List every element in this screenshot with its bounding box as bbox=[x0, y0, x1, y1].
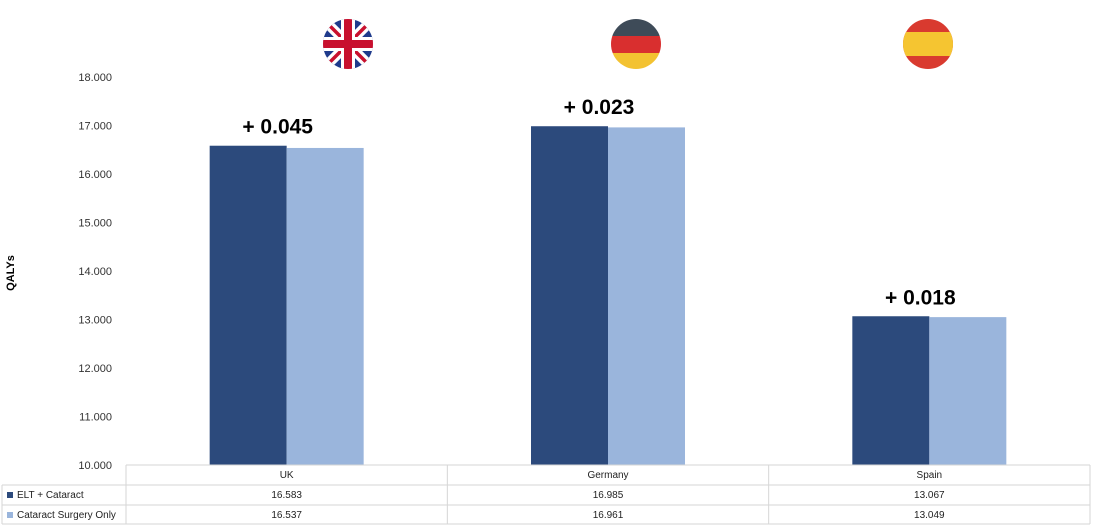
bar-spain-series-1 bbox=[929, 317, 1007, 465]
bars bbox=[209, 126, 1007, 466]
legend-swatch bbox=[7, 512, 13, 518]
y-tick-label: 10.000 bbox=[78, 460, 112, 472]
y-tick-label: 13.000 bbox=[78, 315, 112, 327]
y-tick-label: 11.000 bbox=[79, 412, 112, 424]
x-category-label: UK bbox=[280, 470, 294, 481]
table-value: 13.049 bbox=[914, 510, 945, 521]
table-value: 16.985 bbox=[593, 490, 624, 501]
bar-germany-series-1 bbox=[608, 127, 685, 465]
data-table-grid bbox=[1, 464, 1091, 525]
x-category-label: Spain bbox=[917, 470, 943, 481]
legend-label: ELT + Cataract bbox=[17, 490, 84, 501]
uk-flag-icon bbox=[323, 19, 373, 69]
y-axis-label: QALYs bbox=[5, 255, 17, 291]
difference-annotation: + 0.018 bbox=[885, 286, 956, 309]
y-tick-label: 17.000 bbox=[78, 121, 112, 133]
data-table-text: UK Germany Spain ELT + Cataract 16.583 16.985… bbox=[7, 470, 945, 521]
bar-germany-series-0 bbox=[531, 126, 608, 465]
spain-flag-icon bbox=[903, 19, 953, 69]
bar-uk-series-1 bbox=[286, 147, 364, 465]
legend-label: Cataract Surgery Only bbox=[17, 510, 116, 521]
germany-flag-icon bbox=[611, 19, 661, 69]
annotations: + 0.045 + 0.023 + 0.018 bbox=[242, 96, 956, 309]
difference-annotation: + 0.023 bbox=[564, 96, 635, 119]
table-value: 13.067 bbox=[914, 490, 945, 501]
y-tick-label: 16.000 bbox=[78, 169, 112, 181]
bar-uk-series-0 bbox=[209, 145, 287, 466]
flags bbox=[323, 19, 953, 69]
y-tick-label: 14.000 bbox=[78, 266, 112, 278]
data-table: UK Germany Spain ELT + Cataract 16.583 16.985… bbox=[1, 464, 1091, 525]
table-value: 16.537 bbox=[271, 510, 302, 521]
x-category-label: Germany bbox=[587, 470, 628, 481]
difference-annotation: + 0.045 bbox=[242, 116, 313, 139]
table-value: 16.583 bbox=[271, 490, 302, 501]
bar-spain-series-0 bbox=[852, 316, 930, 465]
y-axis-ticks: 10.000 11.000 12.000 13.000 14.000 15.000 16.0… bbox=[78, 72, 112, 472]
y-tick-label: 15.000 bbox=[78, 218, 112, 230]
y-tick-label: 12.000 bbox=[78, 363, 112, 375]
legend-swatch bbox=[7, 492, 13, 498]
y-tick-label: 18.000 bbox=[78, 72, 112, 84]
table-value: 16.961 bbox=[593, 510, 624, 521]
